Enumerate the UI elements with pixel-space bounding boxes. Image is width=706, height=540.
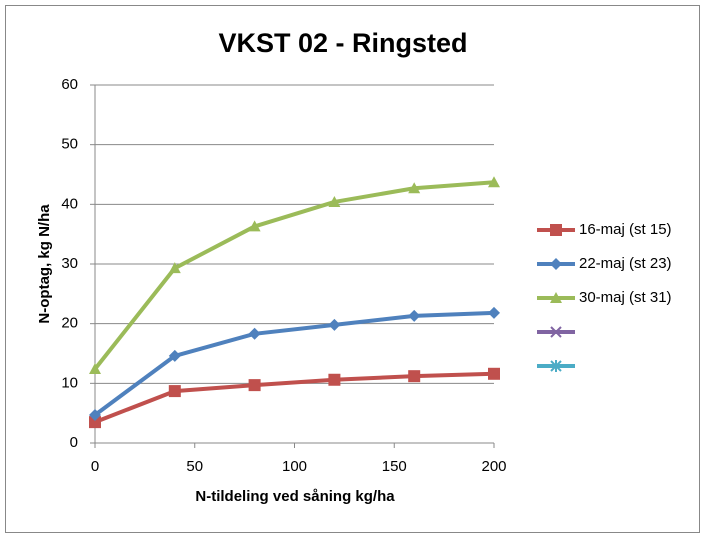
chart-border xyxy=(5,5,700,533)
x-tick-label: 0 xyxy=(91,458,99,475)
marker xyxy=(328,195,341,207)
marker xyxy=(168,349,181,362)
x-tick-label: 200 xyxy=(481,458,506,475)
marker xyxy=(89,416,101,429)
legend-label: 16-maj (st 15) xyxy=(579,221,672,238)
marker xyxy=(408,182,421,194)
y-tick-label: 30 xyxy=(61,255,78,272)
legend-label: 22-maj (st 23) xyxy=(579,255,672,272)
marker xyxy=(248,220,261,232)
legend-marker xyxy=(550,326,562,338)
legend-label: 30-maj (st 31) xyxy=(579,289,672,306)
marker xyxy=(488,367,500,380)
marker xyxy=(89,408,101,421)
legend-marker xyxy=(550,292,562,303)
marker xyxy=(248,379,261,392)
y-tick-label: 0 xyxy=(70,434,78,451)
series-line xyxy=(93,180,495,371)
legend-marker xyxy=(550,224,562,236)
x-tick-label: 50 xyxy=(186,458,203,475)
y-tick-label: 10 xyxy=(61,374,78,391)
y-tick-label: 60 xyxy=(61,76,78,93)
marker xyxy=(328,318,341,331)
chart-title: VKST 02 - Ringsted xyxy=(218,28,467,58)
marker xyxy=(328,373,341,386)
x-axis-label: N-tildeling ved såning kg/ha xyxy=(195,488,395,505)
marker xyxy=(488,176,500,188)
series-line xyxy=(94,371,495,424)
marker xyxy=(168,385,181,398)
series-line xyxy=(93,310,495,417)
marker xyxy=(89,363,101,375)
legend-marker xyxy=(550,360,562,372)
marker xyxy=(408,309,421,322)
x-tick-label: 150 xyxy=(382,458,407,475)
y-tick-label: 50 xyxy=(61,136,78,153)
y-tick-label: 20 xyxy=(61,315,78,332)
marker xyxy=(408,370,421,383)
marker xyxy=(248,327,261,340)
marker xyxy=(488,306,500,319)
legend-marker xyxy=(550,258,562,270)
y-axis-label: N-optag, kg N/ha xyxy=(36,204,53,324)
y-tick-label: 40 xyxy=(61,195,78,212)
marker xyxy=(168,262,181,274)
x-tick-label: 100 xyxy=(282,458,307,475)
